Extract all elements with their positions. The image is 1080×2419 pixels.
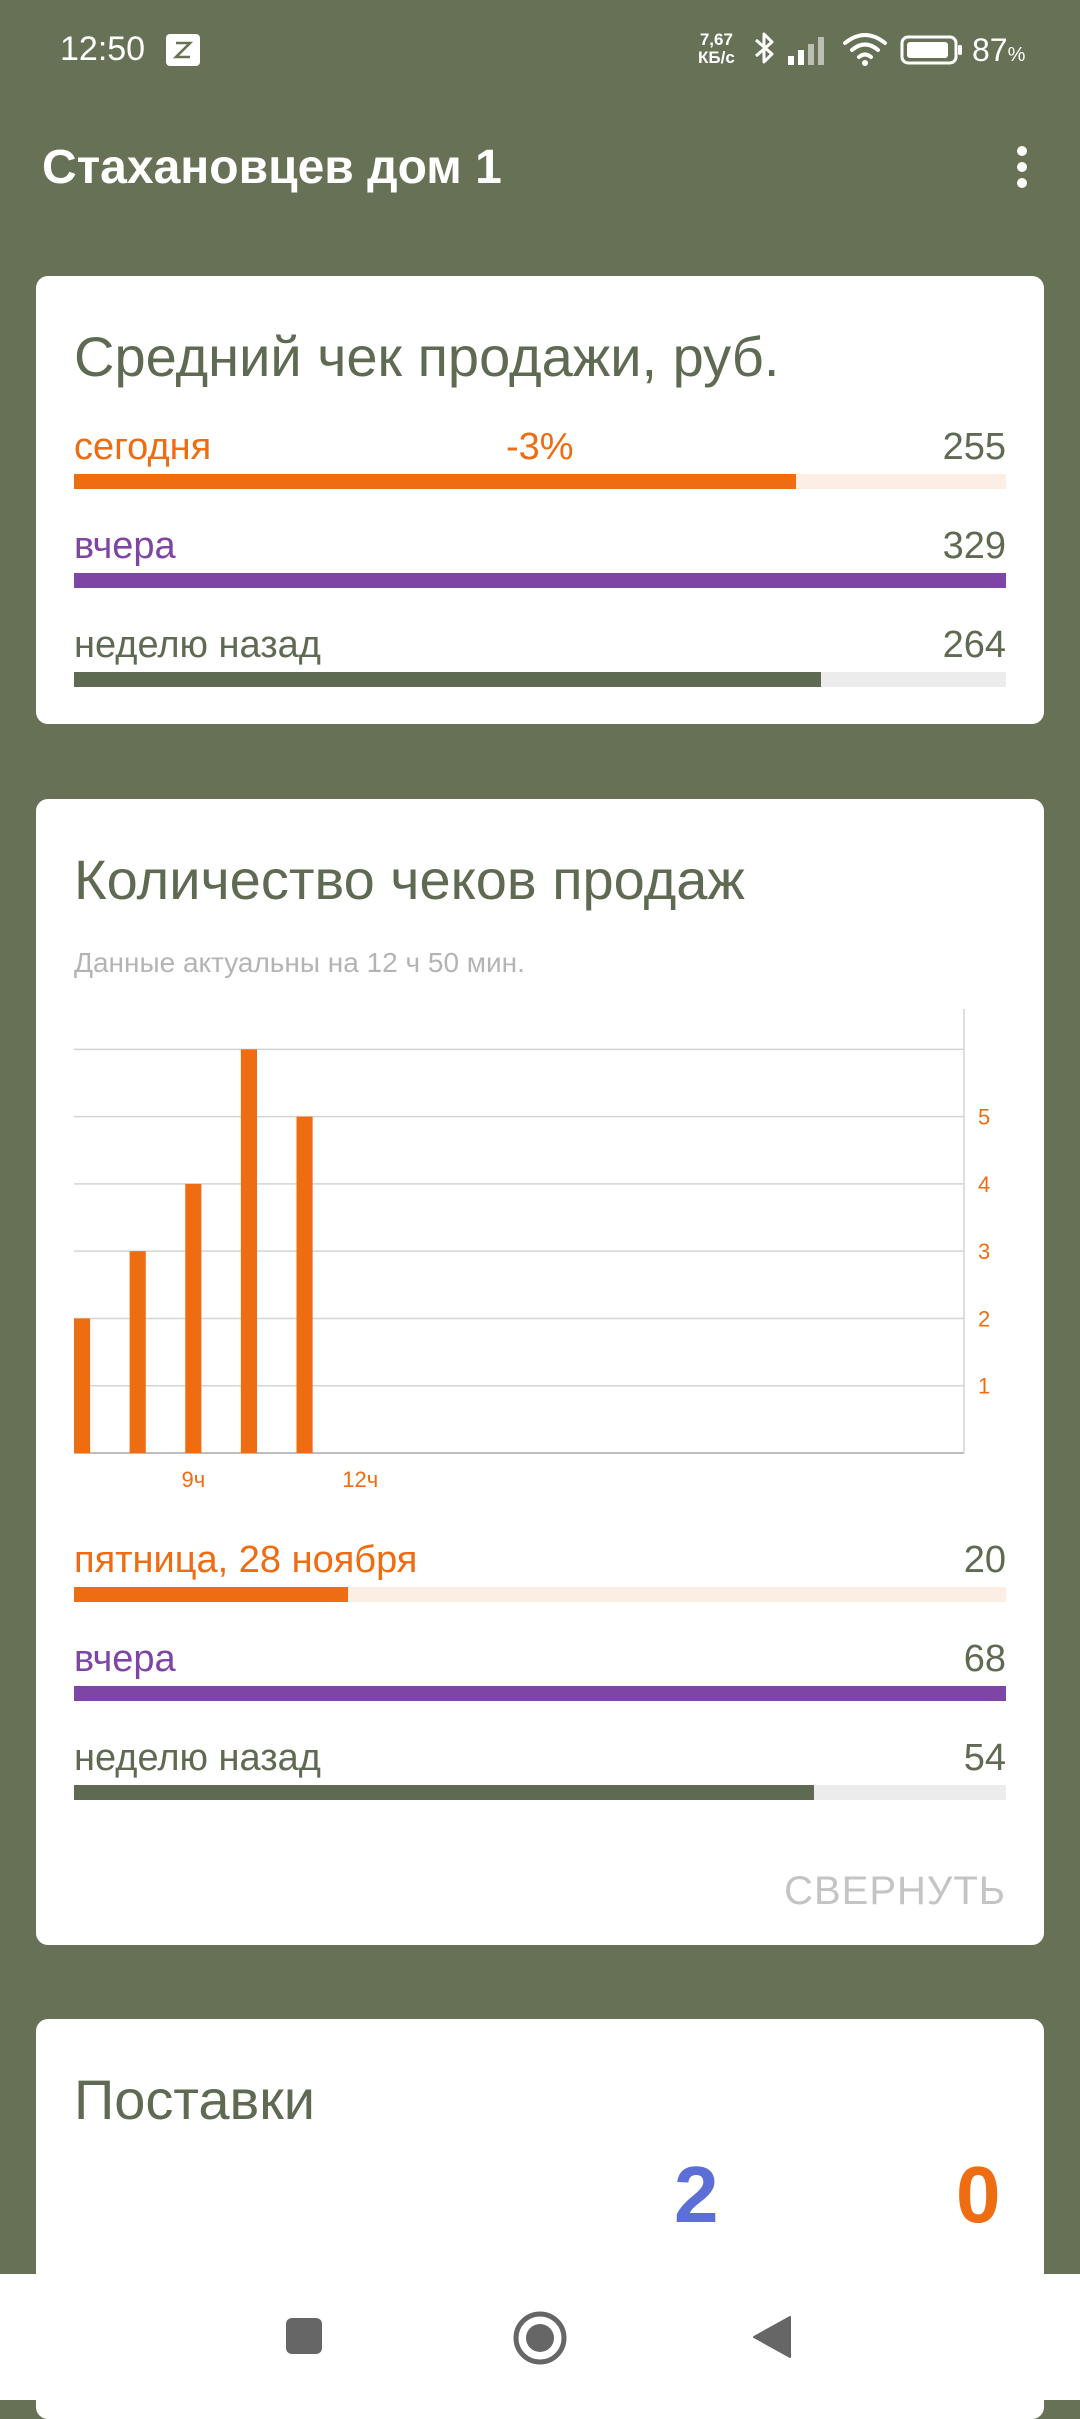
collapse-button[interactable]: СВЕРНУТЬ [784,1869,1006,1913]
row-value: 54 [963,1737,1006,1779]
receipts-count-card: Количество чеков продаж Данные актуальны… [36,799,1044,1945]
avg-check-row-yesterday: вчера 329 [74,525,1006,595]
x-tick-label: 12ч [342,1467,378,1492]
wifi-icon [842,30,888,73]
more-vert-icon[interactable] [1002,140,1042,200]
progress-fill [74,672,822,687]
y-tick-label: 1 [978,1374,990,1399]
chart-bar [240,1049,258,1453]
row-label: вчера [74,1638,176,1680]
y-tick-label: 2 [978,1306,990,1331]
progress-track [74,1785,1006,1800]
data-freshness-note: Данные актуальны на 12 ч 50 мин. [74,947,525,978]
status-bar: 12:50 7,67 КБ/с [0,0,1080,100]
row-value: 264 [942,624,1006,666]
progress-fill [74,1686,1006,1701]
battery-percent: 87% [972,32,1025,69]
net-speed-unit: КБ/с [698,48,735,67]
chart-bar [74,1318,91,1453]
row-label: сегодня [74,426,212,468]
signal-icon [786,34,832,71]
row-value: 20 [963,1539,1006,1581]
supplies-count-orange: 0 [956,2150,1001,2239]
row-label: вчера [74,525,176,567]
row-value: 329 [942,525,1006,567]
y-tick-label: 4 [978,1172,990,1197]
avg-check-title: Средний чек продажи, руб. [74,325,780,388]
chart-bar [185,1183,202,1453]
progress-track [74,672,1006,687]
row-value: 68 [963,1638,1006,1680]
supplies-title: Поставки [74,2068,316,2131]
progress-track [74,474,1006,489]
bluetooth-icon [752,28,778,73]
progress-fill [74,1785,814,1800]
page-title: Стахановцев дом 1 [42,141,502,194]
supplies-count-blue: 2 [674,2150,719,2239]
progress-fill [74,1587,348,1602]
net-speed-value: 7,67 [699,30,733,49]
avg-check-card: Средний чек продажи, руб. сегодня -3% 25… [36,276,1044,724]
row-label: пятница, 28 ноября [74,1539,418,1581]
y-tick-label: 5 [978,1105,990,1130]
x-tick-label: 9ч [181,1467,205,1492]
receipts-count-title: Количество чеков продаж [74,848,745,911]
battery-icon [900,34,964,71]
battery-percent-unit: % [1007,44,1026,66]
receipts-row-today: пятница, 28 ноября 20 [74,1539,1006,1609]
recents-icon[interactable] [284,2316,324,2361]
receipts-row-week-ago: неделю назад 54 [74,1737,1006,1807]
chart-bar [296,1116,313,1453]
chart-bar [129,1251,146,1453]
app-bar: Стахановцев дом 1 [0,120,1080,220]
row-label: неделю назад [74,1737,321,1779]
avg-check-row-today: сегодня -3% 255 [74,426,1006,496]
notification-icon [166,34,200,66]
back-icon[interactable] [750,2314,794,2365]
status-time: 12:50 [60,30,146,68]
progress-track [74,1686,1006,1701]
change-percent: -3% [506,426,574,468]
progress-fill [74,573,1006,588]
home-icon[interactable] [512,2310,568,2371]
receipts-row-yesterday: вчера 68 [74,1638,1006,1708]
y-tick-label: 3 [978,1239,990,1264]
hourly-receipts-chart: 1 2 3 4 5 9ч 12ч [74,1009,990,1492]
row-value: 255 [942,426,1006,468]
progress-track [74,573,1006,588]
progress-track [74,1587,1006,1602]
avg-check-row-week-ago: неделю назад 264 [74,624,1006,694]
progress-fill [74,474,797,489]
row-label: неделю назад [74,624,321,666]
net-speed: 7,67 КБ/с [698,31,735,67]
battery-percent-value: 87 [972,32,1008,68]
navigation-bar [0,2274,1080,2400]
